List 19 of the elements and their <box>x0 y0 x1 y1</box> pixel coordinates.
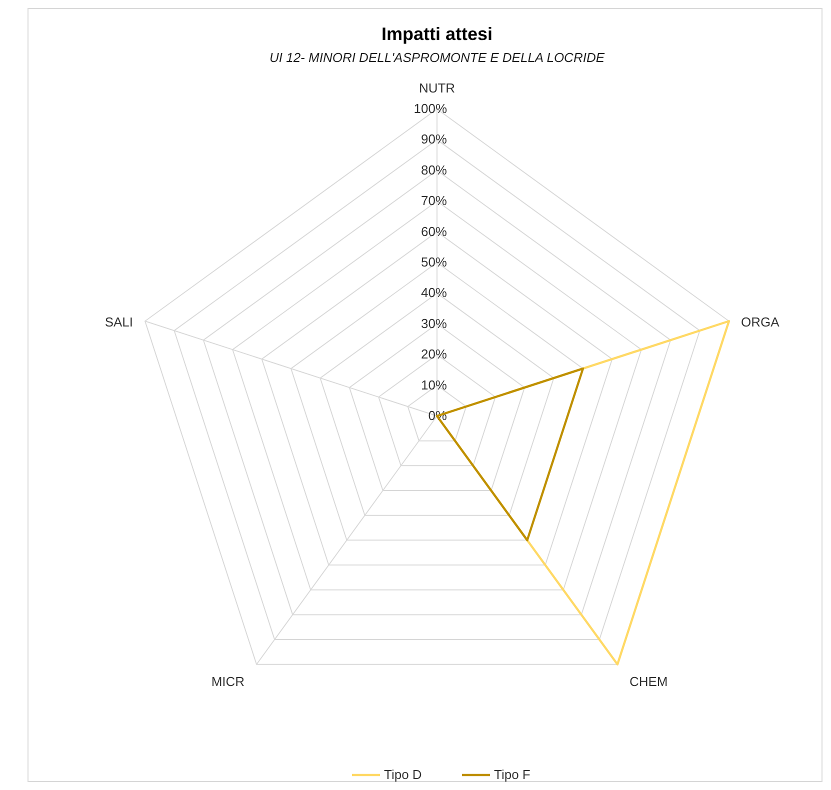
y-tick-label: 20% <box>420 346 448 362</box>
y-tick-label: 90% <box>420 132 448 147</box>
spoke-label: ORGA <box>740 314 780 330</box>
legend-label: Tipo D <box>384 767 422 782</box>
y-tick-label: 50% <box>420 254 448 270</box>
y-tick-label: 100% <box>414 101 448 116</box>
spoke-label: MICR <box>211 674 245 689</box>
chart-subtitle: UI 12- MINORI DELL'ASPROMONTE E DELLA LOCRIDE <box>269 50 605 65</box>
spoke-label: NUTR <box>418 80 456 96</box>
y-tick-label: 60% <box>420 224 448 239</box>
legend-label: Tipo F <box>494 767 530 782</box>
y-tick-label: 80% <box>420 162 448 178</box>
chart-title: Impatti attesi <box>381 24 493 44</box>
spoke-label: CHEM <box>629 674 668 689</box>
y-tick-label: 40% <box>420 285 448 300</box>
spoke-label: SALI <box>104 314 134 330</box>
y-tick-label: 10% <box>420 377 448 392</box>
y-tick-label: 70% <box>420 193 448 208</box>
y-tick-label: 30% <box>420 316 448 331</box>
